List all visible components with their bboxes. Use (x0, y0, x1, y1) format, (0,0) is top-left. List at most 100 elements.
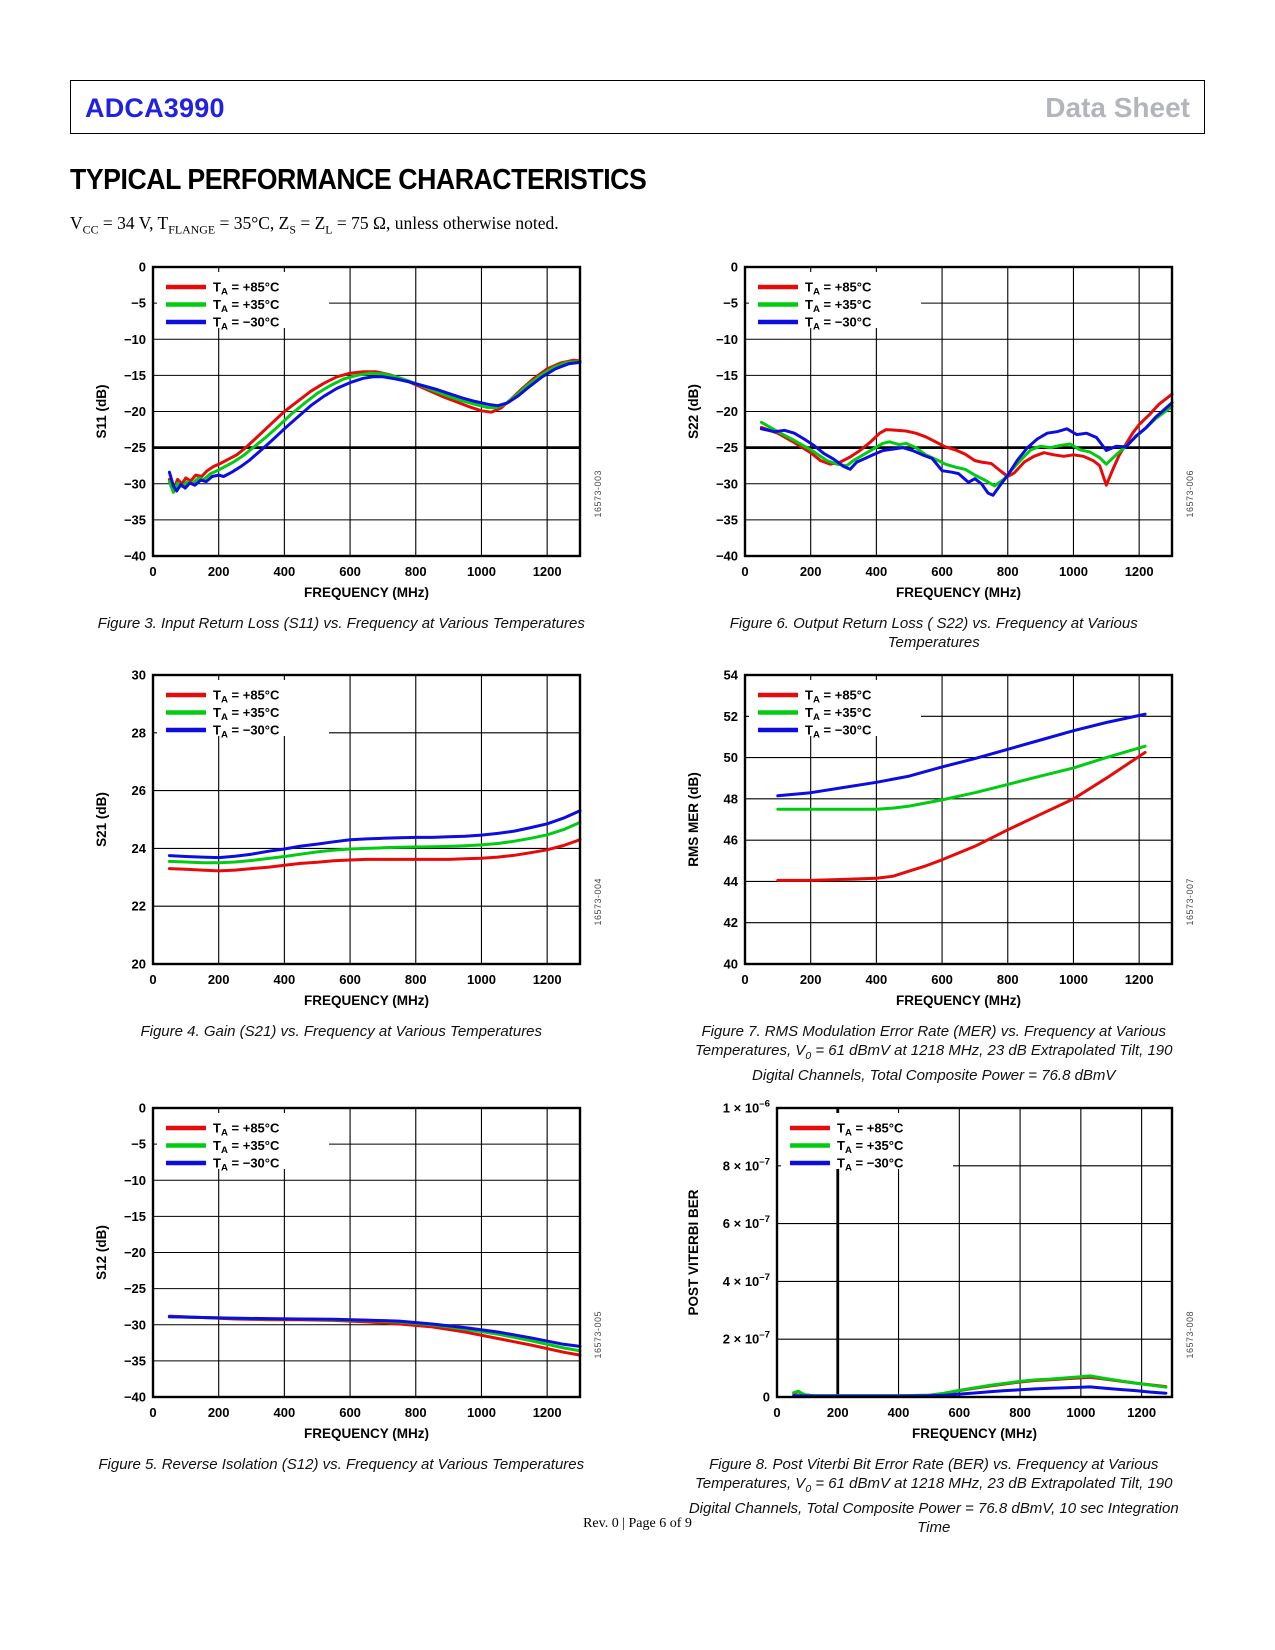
svg-text:46: 46 (724, 832, 738, 847)
svg-text:FREQUENCY (MHz): FREQUENCY (MHz) (304, 993, 429, 1008)
svg-text:1200: 1200 (532, 564, 561, 579)
figure-6-chart: TA = +85°CTA = +35°CTA = −30°C 0 200 400 600… (681, 257, 1187, 606)
svg-text:0: 0 (139, 1100, 146, 1115)
svg-text:800: 800 (405, 972, 427, 987)
figure-7-block: TA = +85°C TA = +35°C TA = −30°C 0 200 400 600… (681, 665, 1195, 1085)
svg-text:TA = +35°C: TA = +35°C (805, 705, 872, 723)
figure-6-block: TA = +85°C TA = +35°C TA = −30°C 0 200 400 600… (681, 257, 1195, 652)
svg-text:200: 200 (208, 1405, 230, 1420)
svg-text:TA = −30°C: TA = −30°C (213, 722, 280, 740)
svg-text:−35: −35 (716, 512, 738, 527)
figure-7-caption: Figure 7. RMS Modulation Error Rate (MER… (694, 1022, 1173, 1084)
svg-text:30: 30 (131, 667, 145, 682)
svg-text:TA = +85°C: TA = +85°C (805, 279, 872, 297)
svg-text:52: 52 (724, 708, 738, 723)
svg-text:−20: −20 (124, 1245, 146, 1260)
svg-text:0: 0 (149, 564, 156, 579)
svg-text:−10: −10 (124, 1172, 146, 1187)
test-conditions: VCC = 34 V, TFLANGE = 35°C, ZS = ZL = 75… (70, 213, 559, 237)
svg-text:FREQUENCY (MHz): FREQUENCY (MHz) (896, 993, 1021, 1008)
svg-text:0: 0 (149, 1405, 156, 1420)
svg-text:−15: −15 (124, 1208, 146, 1223)
svg-text:−35: −35 (124, 1353, 146, 1368)
svg-text:1000: 1000 (467, 1405, 496, 1420)
svg-text:28: 28 (131, 725, 145, 740)
figure-8-code: 16573-008 (1185, 1310, 1196, 1359)
figure-3-chart: TA = +85°CTA = +35°CTA = −30°C 0 200 400 600… (88, 257, 594, 606)
charts-grid: TA = +85°C TA = +35°C TA = −30°C 0 200 400 600… (70, 257, 1205, 1537)
svg-text:−10: −10 (716, 331, 738, 346)
svg-text:400: 400 (866, 564, 888, 579)
figure-5-code: 16573-005 (592, 1310, 603, 1359)
svg-text:−30: −30 (124, 476, 146, 491)
svg-text:4 × 10–7: 4 × 10–7 (723, 1271, 770, 1288)
svg-text:26: 26 (131, 783, 145, 798)
svg-text:0: 0 (774, 1405, 781, 1420)
svg-text:6 × 10–7: 6 × 10–7 (723, 1214, 770, 1231)
svg-text:400: 400 (866, 972, 888, 987)
svg-text:800: 800 (997, 564, 1019, 579)
svg-text:TA = +35°C: TA = +35°C (805, 297, 872, 315)
svg-text:8 × 10–7: 8 × 10–7 (723, 1156, 770, 1173)
svg-text:800: 800 (997, 972, 1019, 987)
figure-5-caption: Figure 5. Reverse Isolation (S12) vs. Fr… (98, 1455, 585, 1473)
svg-text:TA = −30°C: TA = −30°C (213, 1155, 280, 1173)
svg-text:TA = −30°C: TA = −30°C (805, 314, 872, 332)
doc-type-label: Data Sheet (1045, 92, 1190, 123)
svg-text:400: 400 (273, 972, 295, 987)
svg-text:TA = +85°C: TA = +85°C (213, 279, 280, 297)
figure-4-block: TA = +85°C TA = +35°C TA = −30°C 0 200 400 600… (88, 665, 603, 1085)
svg-text:600: 600 (931, 564, 953, 579)
page-footer: Rev. 0 | Page 6 of 9 (583, 1516, 692, 1531)
svg-text:−35: −35 (124, 512, 146, 527)
svg-text:FREQUENCY (MHz): FREQUENCY (MHz) (896, 585, 1021, 600)
svg-text:TA = +35°C: TA = +35°C (213, 297, 280, 315)
svg-text:1200: 1200 (532, 1405, 561, 1420)
svg-text:54: 54 (724, 667, 739, 682)
svg-text:TA = −30°C: TA = −30°C (805, 722, 872, 740)
svg-text:−30: −30 (716, 476, 738, 491)
svg-text:TA = +85°C: TA = +85°C (213, 1120, 280, 1138)
svg-text:−20: −20 (716, 404, 738, 419)
svg-text:1000: 1000 (1059, 972, 1088, 987)
svg-text:TA = −30°C: TA = −30°C (837, 1155, 904, 1173)
svg-text:600: 600 (949, 1405, 971, 1420)
svg-text:800: 800 (405, 564, 427, 579)
svg-text:1000: 1000 (467, 972, 496, 987)
figure-8-block: TA = +85°C TA = +35°C TA = −30°C 0 200 400 600… (681, 1098, 1195, 1537)
svg-text:40: 40 (724, 956, 738, 971)
svg-text:600: 600 (339, 564, 361, 579)
svg-text:22: 22 (131, 898, 145, 913)
svg-text:0: 0 (763, 1389, 770, 1404)
svg-text:42: 42 (724, 915, 738, 930)
svg-text:200: 200 (800, 564, 822, 579)
svg-text:400: 400 (888, 1405, 910, 1420)
svg-text:S22 (dB): S22 (dB) (686, 384, 701, 439)
svg-text:600: 600 (339, 972, 361, 987)
svg-text:TA = +35°C: TA = +35°C (213, 705, 280, 723)
figure-3-caption: Figure 3. Input Return Loss (S11) vs. Fr… (97, 614, 585, 632)
figure-6-caption: Figure 6. Output Return Loss ( S22) vs. … (729, 614, 1138, 651)
svg-text:600: 600 (339, 1405, 361, 1420)
svg-text:1200: 1200 (1127, 1405, 1156, 1420)
page-header: ADCA3990 Data Sheet (70, 80, 1205, 134)
figure-4-caption: Figure 4. Gain (S21) vs. Frequency at Va… (140, 1022, 543, 1040)
svg-text:1000: 1000 (1067, 1405, 1096, 1420)
svg-text:0: 0 (149, 972, 156, 987)
svg-text:FREQUENCY (MHz): FREQUENCY (MHz) (304, 1426, 429, 1441)
svg-text:−40: −40 (124, 1389, 146, 1404)
svg-text:800: 800 (1009, 1405, 1031, 1420)
figure-8-caption: Figure 8. Post Viterbi Bit Error Rate (B… (688, 1455, 1179, 1536)
svg-text:600: 600 (931, 972, 953, 987)
svg-text:800: 800 (405, 1405, 427, 1420)
svg-text:TA = +35°C: TA = +35°C (837, 1138, 904, 1156)
svg-text:44: 44 (724, 873, 739, 888)
figure-7-chart: TA = +85°CTA = +35°CTA = −30°C 0 200 400 600… (681, 665, 1187, 1014)
svg-text:2 × 10–7: 2 × 10–7 (723, 1329, 770, 1346)
svg-text:0: 0 (742, 564, 749, 579)
svg-text:POST VITERBI BER: POST VITERBI BER (686, 1189, 701, 1315)
svg-text:FREQUENCY (MHz): FREQUENCY (MHz) (912, 1426, 1037, 1441)
svg-text:−5: −5 (131, 1136, 146, 1151)
svg-text:1000: 1000 (467, 564, 496, 579)
svg-text:S21 (dB): S21 (dB) (94, 792, 109, 847)
